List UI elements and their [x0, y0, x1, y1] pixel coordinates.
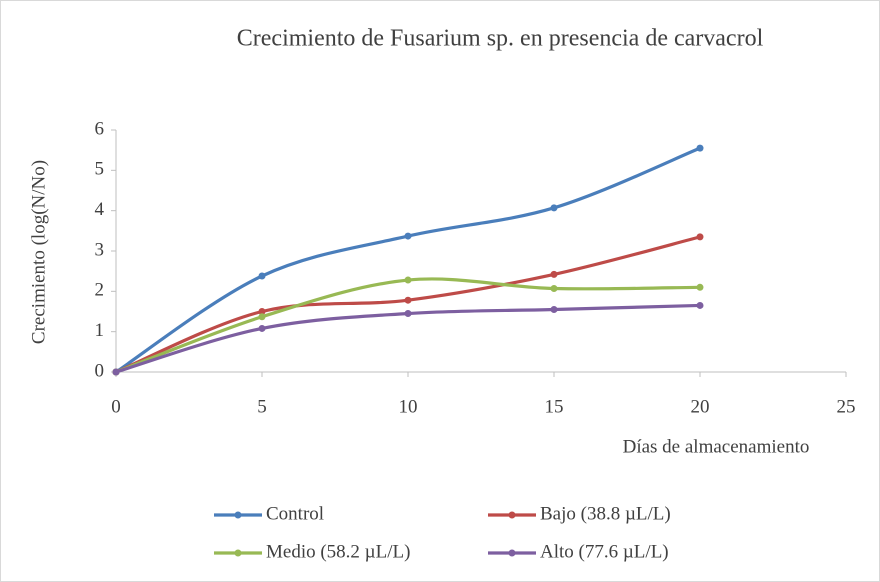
data-point: [258, 272, 266, 280]
y-tick-label: 4: [95, 199, 105, 220]
x-tick-label: 15: [545, 396, 564, 417]
data-point: [258, 324, 266, 332]
data-point: [112, 368, 120, 376]
data-point: [550, 204, 558, 212]
legend-marker: [234, 511, 242, 519]
data-point: [696, 233, 704, 241]
legend-label: Control: [266, 503, 324, 524]
data-point: [696, 144, 704, 152]
x-tick-label: 10: [399, 396, 418, 417]
x-tick-label: 0: [111, 396, 121, 417]
data-point: [696, 283, 704, 291]
data-point: [550, 305, 558, 313]
chart-title: Crecimiento de Fusarium sp. en presencia…: [237, 26, 764, 52]
y-tick-label: 2: [95, 280, 105, 301]
x-axis-label: Días de almacenamiento: [623, 436, 810, 457]
data-point: [404, 276, 412, 284]
legend-marker: [234, 549, 242, 557]
legend-label: Medio (58.2 µL/L): [266, 541, 410, 562]
legend-label: Bajo (38.8 µL/L): [540, 503, 671, 524]
y-tick-label: 1: [95, 320, 105, 341]
legend-marker: [508, 511, 516, 519]
y-axis-label: Crecimiento (log(N/No): [28, 160, 49, 344]
data-point: [696, 301, 704, 309]
y-tick-label: 5: [95, 159, 105, 180]
y-tick-label: 3: [95, 239, 105, 260]
x-tick-label: 5: [257, 396, 267, 417]
data-point: [258, 308, 266, 315]
data-point: [404, 232, 412, 240]
data-point: [404, 310, 412, 318]
x-tick-label: 25: [837, 396, 856, 417]
x-tick-label: 20: [691, 396, 710, 417]
legend-marker: [508, 549, 516, 557]
data-point: [550, 285, 558, 293]
y-tick-label: 6: [95, 118, 105, 139]
data-point: [404, 296, 412, 304]
data-point: [550, 270, 558, 278]
legend-label: Alto (77.6 µL/L): [540, 541, 669, 562]
y-tick-label: 0: [95, 360, 105, 381]
data-point: [258, 313, 266, 321]
